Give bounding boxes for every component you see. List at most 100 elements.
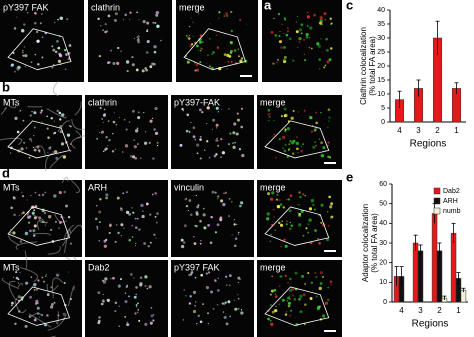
speckle [305,227,308,230]
speckle [234,141,236,144]
speckle [315,275,318,279]
speckle [32,229,36,233]
speckle [308,218,312,222]
speckle [279,275,282,278]
image-label: MTs [3,97,20,107]
speckle [196,322,198,325]
speckle [230,60,233,63]
speckle [222,311,225,313]
speckle [328,195,331,199]
speckle [102,300,105,303]
speckle [45,274,47,276]
speckle [221,302,224,305]
speckle [146,40,150,44]
speckle [309,26,313,30]
speckle [126,70,129,73]
speckle [51,45,54,48]
speckle [51,302,54,306]
speckle [289,295,291,297]
error-bar [435,20,440,55]
speckle [240,311,244,315]
speckle [289,221,291,223]
speckle [193,242,197,245]
speckle [315,121,318,125]
speckle [238,55,240,58]
speckle [125,128,128,131]
scale-bar [324,250,336,252]
speckle [112,276,115,280]
speckle [200,273,204,277]
speckle [234,237,238,240]
speckle [298,212,302,216]
speckle [191,43,194,46]
speckle [199,61,202,64]
speckle [295,21,298,23]
speckle [17,295,21,299]
speckle [29,229,32,233]
speckle [220,156,222,159]
speckle [215,127,218,129]
speckle [186,113,190,117]
speckle [276,204,281,209]
speckle [133,145,137,149]
cell-outline [264,286,330,326]
error-bar [461,287,466,293]
scale-bar [240,75,252,77]
speckle [46,314,49,317]
y-tick-label: 35 [377,21,385,28]
speckle [277,58,279,61]
speckle [19,109,22,112]
speckle [307,223,310,226]
speckle [188,273,191,277]
speckle [227,60,230,63]
speckle [97,321,100,325]
speckle [36,302,39,305]
speckle [329,17,332,20]
speckle [240,107,243,110]
speckle [268,119,270,122]
speckle [144,67,147,70]
speckle [23,23,26,26]
y-tick-label: 0 [383,299,387,306]
speckle [68,44,72,47]
speckle [103,244,107,248]
speckle [69,125,72,128]
speckle [206,54,209,57]
speckle [284,113,288,118]
speckle [94,217,98,221]
speckle [154,215,157,218]
speckle [320,154,325,158]
speckle [228,54,232,58]
speckle [319,282,323,285]
speckle [300,146,303,148]
speckle [107,14,111,18]
filament [61,224,83,247]
speckle [297,212,299,214]
speckle [156,24,160,28]
speckle [318,241,321,245]
speckle [28,156,31,159]
speckle [33,224,37,228]
bar [450,232,457,303]
speckle [138,319,141,322]
speckle [22,50,24,52]
speckle [198,37,202,42]
speckle [131,63,135,67]
cell-outline [7,120,71,159]
speckle [286,126,291,131]
speckle [156,212,159,215]
speckle [33,111,37,115]
speckle [123,118,126,121]
speckle [63,281,66,285]
speckle [35,30,37,32]
image-label: merge [260,262,286,272]
speckle [308,36,311,39]
speckle [194,276,197,279]
speckle [235,132,239,136]
speckle [136,143,139,145]
speckle [133,37,135,39]
speckle [192,309,197,314]
speckle [206,122,208,125]
speckle [303,53,305,55]
bar [417,250,424,303]
